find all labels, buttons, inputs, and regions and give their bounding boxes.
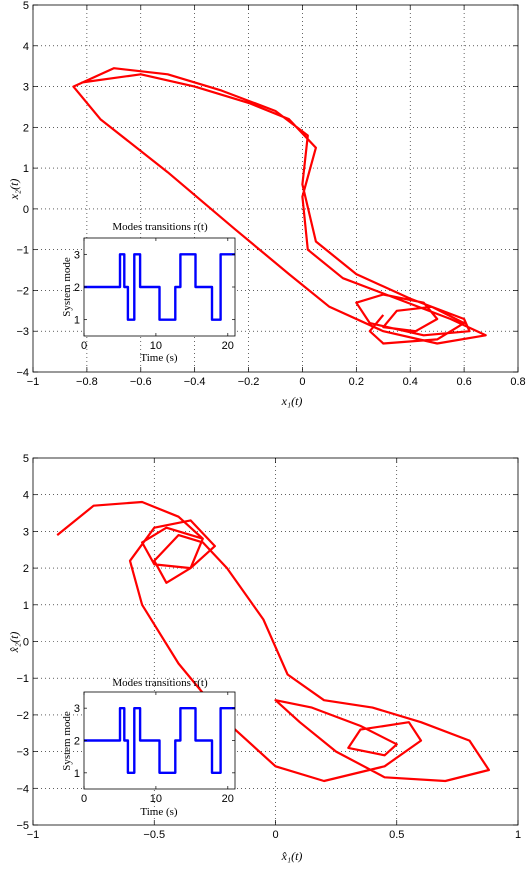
plot1-xtick-label: −0.6 [130, 376, 152, 388]
inset-title: Modes transitions r(t) [112, 221, 208, 233]
plot2-ytick-label: 3 [23, 526, 29, 538]
plot2-series-line [56, 500, 490, 783]
plot1-xtick-label: −0.4 [184, 376, 206, 388]
plot1-xtick-label: 0.6 [456, 376, 471, 388]
inset-xtick-label: 10 [150, 793, 162, 805]
plot2-ytick-label: 1 [23, 600, 29, 612]
inset-ytick-label: 2 [74, 736, 80, 748]
inset-ytick-label: 3 [74, 703, 80, 715]
inset-ytick-label: 2 [74, 282, 80, 294]
inset-y-axis-label: System mode [61, 257, 73, 317]
plot1-ytick-label: 2 [23, 122, 29, 134]
plot1-xtick-label: −0.2 [238, 376, 260, 388]
inset-xtick-label: 0 [81, 340, 87, 352]
inset-mode-line [84, 707, 235, 774]
plot2-ytick-label: −4 [16, 783, 29, 795]
inset-mode-line [84, 253, 235, 321]
plot2-ytick-label: 2 [23, 563, 29, 575]
inset-ytick-label: 1 [74, 768, 80, 780]
inset-ytick-label: 1 [74, 315, 80, 327]
plot2-ytick-label: −2 [16, 710, 29, 722]
inset-title: Modes transitions r(t) [112, 677, 208, 689]
plot2-x-axis-label: x̂₁(t) [281, 849, 303, 863]
plot2-ytick-label: 5 [23, 453, 29, 465]
plot2-y-axis-label: x̂₂(t) [7, 632, 21, 654]
plot1-xtick-label: 0.4 [403, 376, 418, 388]
plot1-ytick-label: −3 [16, 326, 29, 338]
inset-y-axis-label: System mode [61, 711, 73, 771]
plot2-xtick-label: 0 [272, 829, 278, 841]
plot2-ytick-label: 4 [23, 490, 29, 502]
inset-xtick-label: 10 [150, 340, 162, 352]
plot2-xtick-label: −0.5 [143, 829, 165, 841]
plot1-ytick-label: −1 [16, 245, 29, 257]
plot1-frame [32, 4, 519, 373]
plot1-ytick-label: 0 [23, 204, 29, 216]
plot2-xtick-label: 1 [515, 829, 521, 841]
inset-x-axis-label: Time (s) [140, 806, 178, 818]
plot1-ytick-label: 3 [23, 82, 29, 94]
plot2-ytick-label: −5 [16, 820, 29, 832]
plot1-xtick-label: 0 [299, 376, 305, 388]
plot1-y-axis-label: x₂(t) [7, 179, 21, 201]
inset-xtick-label: 0 [81, 793, 87, 805]
inset-xtick-label: 20 [222, 793, 234, 805]
plot2-ytick-label: −3 [16, 747, 29, 759]
plot1-ytick-label: 5 [23, 0, 29, 12]
plot1-xtick-label: 0.8 [510, 376, 525, 388]
plot1-xtick-label: −1 [27, 376, 40, 388]
plot1-ytick-label: 4 [23, 41, 29, 53]
plot1-series-line [72, 67, 487, 345]
plot1-x-axis-label: x₁(t) [281, 394, 303, 408]
plot2-xtick-label: −1 [27, 829, 40, 841]
inset-ytick-label: 3 [74, 249, 80, 261]
plot2-ytick-label: 0 [23, 637, 29, 649]
plot1-ytick-label: 1 [23, 163, 29, 175]
inset-x-axis-label: Time (s) [140, 352, 178, 364]
plot1-ytick-label: −2 [16, 285, 29, 297]
plot2-ytick-label: −1 [16, 673, 29, 685]
plot2-xtick-label: 0.5 [389, 829, 404, 841]
plot1-xtick-label: −0.8 [76, 376, 98, 388]
plot1-ytick-label: −4 [16, 367, 29, 379]
inset-xtick-label: 20 [222, 340, 234, 352]
plot1-xtick-label: 0.2 [349, 376, 364, 388]
